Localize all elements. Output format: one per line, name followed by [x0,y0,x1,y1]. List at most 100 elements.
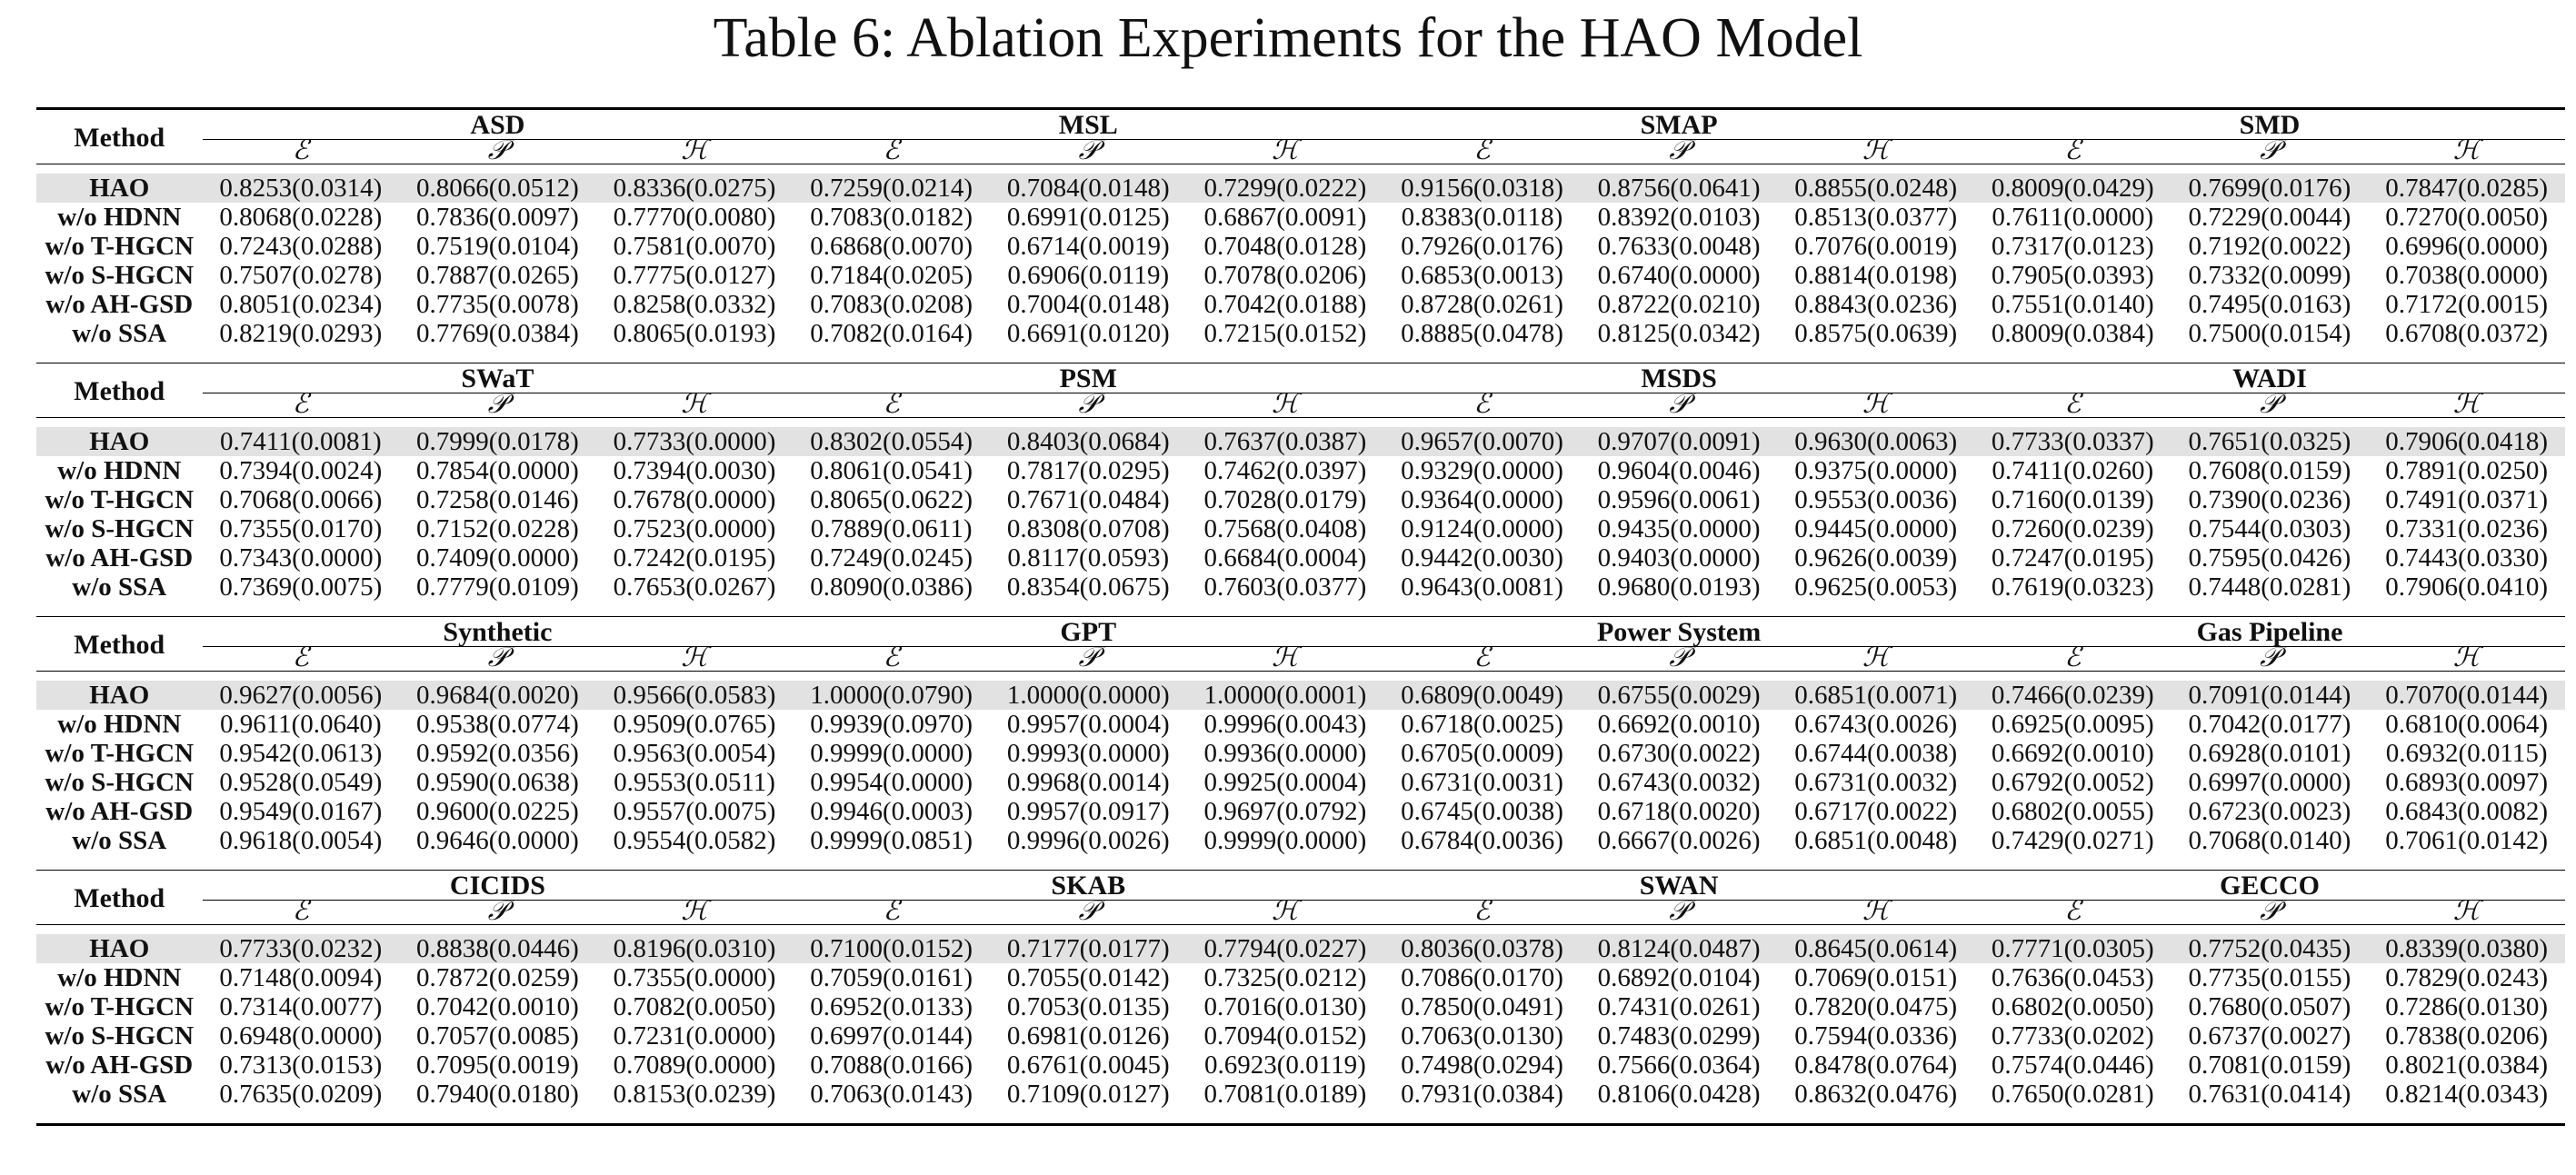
metric-cell: 0.7160(0.0139) [1991,485,2154,514]
metric-cell: 0.8051(0.0234) [219,290,383,319]
metric-cell: 0.7637(0.0387) [1186,427,1384,456]
metric-cell: 0.6737(0.0027) [2188,1021,2351,1051]
metric-symbol-e: ℰ [2064,393,2082,418]
method-label: w/o AH-GSD [45,290,194,319]
method-label: w/o HDNN [57,456,182,485]
metric-cell: 0.6743(0.0026) [1794,710,1958,739]
metric-cell: 0.9925(0.0004) [1203,768,1367,797]
metric-cell: 0.7568(0.0408) [1203,514,1367,543]
dataset-header: SWAN [1383,872,1974,901]
metric-cell: 0.9618(0.0054) [219,826,383,855]
metric-cell: 0.6851(0.0071) [1777,681,1974,710]
metric-cell: 0.7733(0.0202) [1991,1021,2154,1051]
metric-cell: 0.7004(0.0148) [1006,290,1170,319]
table-row: w/o AH-GSD 0.7313(0.0153) 0.7095(0.0019) 0.… [36,1051,2565,1080]
metric-cell: 0.7242(0.0195) [613,543,776,573]
metric-cell: 0.7247(0.0195) [1991,543,2154,573]
metric-cell: 0.7769(0.0384) [416,319,579,348]
metric-cell: 0.9697(0.0792) [1203,797,1367,826]
metric-cell: 0.9999(0.0000) [1203,826,1367,855]
metric-cell: 0.7042(0.0177) [2188,710,2351,739]
table-row: w/o S-HGCN 0.7507(0.0278) 0.7887(0.0265) 0.… [36,261,2565,290]
metric-cell: 0.9684(0.0020) [399,681,596,710]
metric-cell: 0.7249(0.0245) [810,543,973,573]
metric-cell: 0.9999(0.0000) [810,739,973,768]
metric-cell: 0.7082(0.0050) [613,992,776,1021]
metric-symbol-h: ℋ [1862,900,1890,925]
metric-cell: 0.8124(0.0487) [1580,934,1778,963]
table-row: w/o HDNN 0.9611(0.0640) 0.9538(0.0774) 0.95… [36,710,2565,739]
metric-cell: 0.9549(0.0167) [219,797,383,826]
metric-cell: 0.9442(0.0030) [1401,543,1563,573]
metric-cell: 0.7611(0.0000) [1992,203,2154,232]
block-gap [36,855,2565,871]
metric-cell: 0.7635(0.0209) [219,1080,383,1109]
metric-cell: 0.9646(0.0000) [416,826,579,855]
metric-cell: 1.0000(0.0001) [1186,681,1384,710]
metric-symbol-h: ℋ [1272,646,1299,672]
metric-cell: 0.6691(0.0120) [1006,319,1170,348]
metric-cell: 0.6843(0.0082) [2385,797,2549,826]
metric-cell: 0.9590(0.0638) [416,768,579,797]
metric-cell: 0.7891(0.0250) [2385,456,2549,485]
metric-cell: 0.7906(0.0410) [2385,573,2549,602]
method-label: HAO [36,681,203,710]
metric-cell: 0.7411(0.0260) [1992,456,2154,485]
metric-symbol-e: ℰ [292,393,309,418]
metric-symbol-h: ℋ [2452,393,2481,418]
metric-cell: 0.6892(0.0104) [1597,963,1761,992]
metric-cell: 0.9364(0.0000) [1401,485,1563,514]
metric-cell: 0.7172(0.0015) [2385,290,2549,319]
metric-symbol-p: 𝒫 [2260,900,2280,925]
metric-cell: 0.6906(0.0119) [1007,261,1170,290]
metric-cell: 0.6744(0.0038) [1794,739,1958,768]
metric-symbol-p: 𝒫 [487,900,508,925]
metric-cell: 0.7735(0.0078) [416,290,579,319]
metric-cell: 0.7519(0.0104) [416,232,579,261]
metric-cell: 0.7059(0.0161) [810,963,973,992]
metric-cell: 0.8728(0.0261) [1401,290,1563,319]
metric-cell: 0.7078(0.0206) [1203,261,1367,290]
method-label: w/o T-HGCN [45,232,195,261]
metric-cell: 0.7678(0.0000) [613,485,776,514]
metric-cell: 0.9538(0.0774) [416,710,579,739]
metric-cell: 0.9625(0.0053) [1794,573,1958,602]
header-rule [36,417,2565,427]
metric-symbol-p: 𝒫 [1078,393,1099,418]
metric-cell: 0.7770(0.0080) [613,203,776,232]
metric-cell: 0.7084(0.0148) [989,174,1187,203]
table-row: w/o SSA 0.7635(0.0209) 0.7940(0.0180) 0.815… [36,1080,2565,1109]
metric-cell: 0.7061(0.0142) [2385,826,2549,855]
metric-symbol-e: ℰ [2064,139,2082,164]
metric-symbol-h: ℋ [681,900,708,925]
dataset-header: SKAB [793,872,1384,901]
metric-cell: 0.7850(0.0491) [1401,992,1563,1021]
table-row: HAO 0.7733(0.0232) 0.8838(0.0446) 0.8196(0.… [36,934,2565,963]
metric-cell: 0.7081(0.0189) [1203,1080,1367,1109]
metric-cell: 0.7771(0.0305) [1974,934,2172,963]
metric-cell: 0.6997(0.0144) [810,1021,973,1051]
metric-cell: 0.8756(0.0641) [1580,174,1778,203]
header-rule [36,164,2565,174]
method-label: w/o AH-GSD [45,1051,194,1080]
metric-cell: 0.6761(0.0045) [1006,1051,1170,1080]
metric-cell: 0.8066(0.0512) [399,174,596,203]
metric-cell: 0.7394(0.0030) [613,456,776,485]
metric-cell: 0.8153(0.0239) [613,1080,776,1109]
metric-cell: 0.7603(0.0377) [1203,573,1367,602]
metric-cell: 0.9939(0.0970) [810,710,973,739]
metric-cell: 0.8106(0.0428) [1597,1080,1761,1109]
metric-symbol-h: ℋ [2452,139,2481,164]
metric-symbol-h: ℋ [2452,900,2481,925]
metric-symbol-e: ℰ [2064,900,2082,925]
metric-cell: 1.0000(0.0790) [793,681,990,710]
metric-cell: 0.6868(0.0070) [810,232,973,261]
metric-symbol-h: ℋ [1862,393,1890,418]
metric-cell: 0.7650(0.0281) [1991,1080,2154,1109]
metric-cell: 0.7042(0.0188) [1203,290,1367,319]
metric-cell: 0.6867(0.0091) [1203,203,1367,232]
table-row: HAO 0.9627(0.0056) 0.9684(0.0020) 0.9566(0.… [36,681,2565,710]
metric-cell: 0.8843(0.0236) [1794,290,1958,319]
method-label: w/o S-HGCN [45,1021,195,1051]
